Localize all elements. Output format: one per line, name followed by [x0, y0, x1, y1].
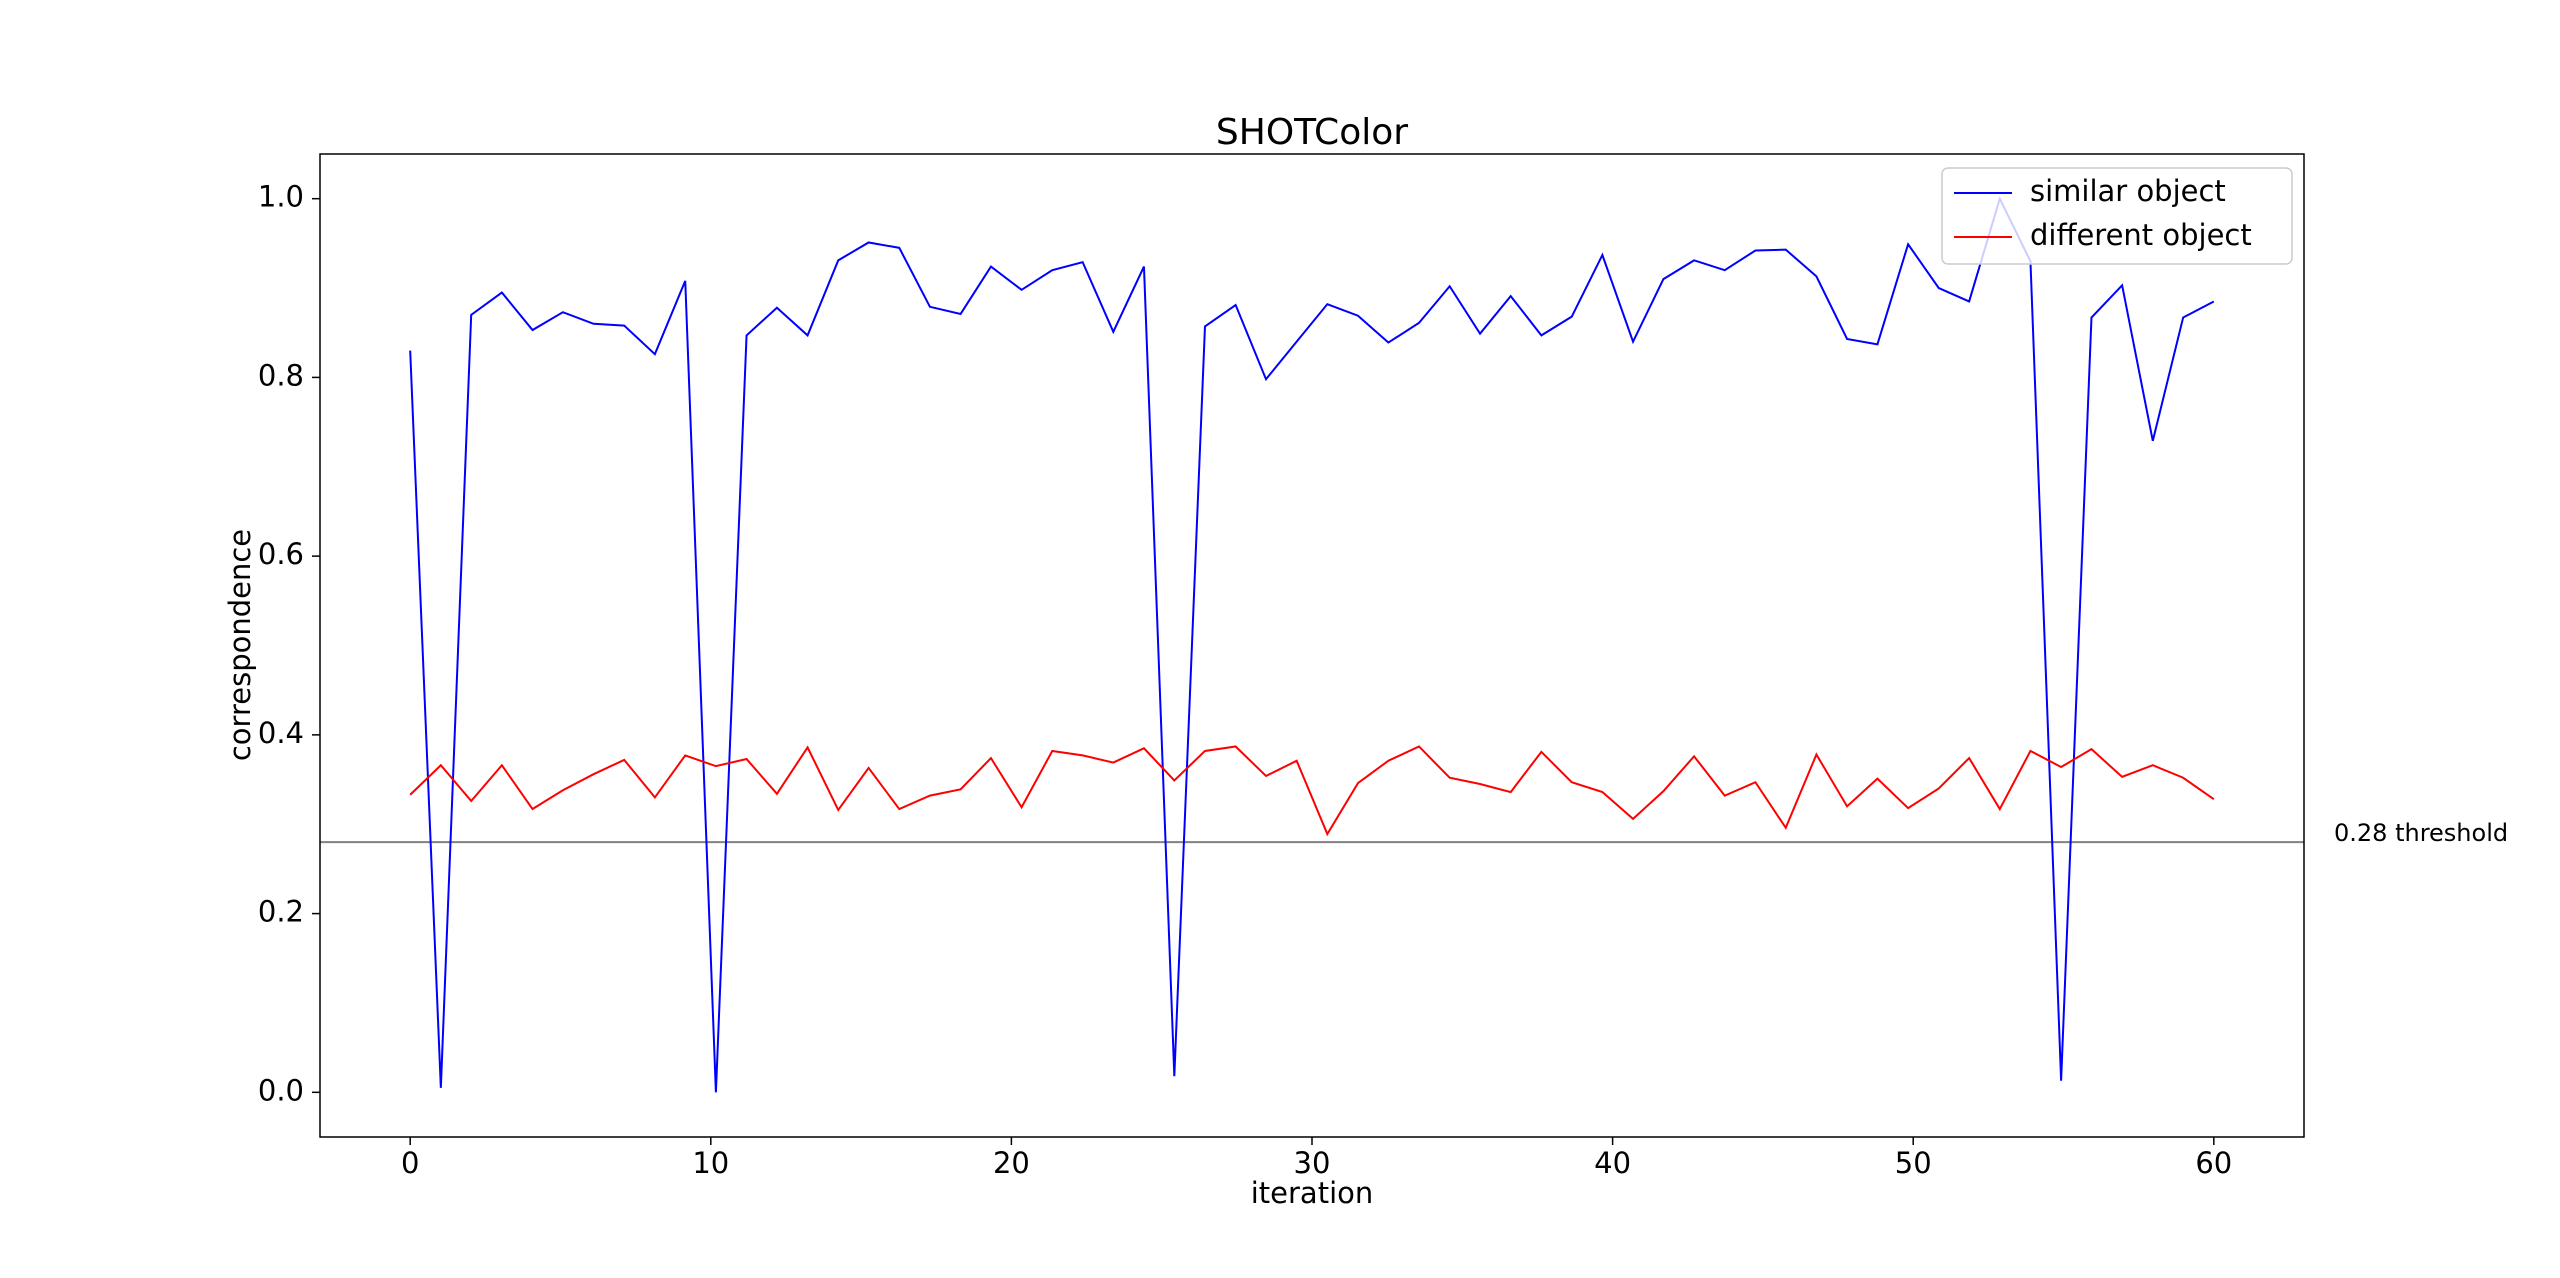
threshold-label: 0.28 threshold [2334, 819, 2508, 847]
y-tick-label: 0.2 [258, 895, 304, 929]
y-axis-label: correspondence [223, 529, 257, 761]
legend-label: similar object [2030, 174, 2226, 208]
x-tick-label: 0 [401, 1146, 419, 1180]
x-tick-label: 40 [1594, 1146, 1631, 1180]
series-line [409, 745, 2215, 837]
chart-title: SHOTColor [1216, 112, 1408, 153]
series-line [409, 195, 2215, 1093]
x-tick-label: 20 [993, 1146, 1030, 1180]
y-tick-label: 0.6 [258, 537, 304, 571]
y-tick-label: 0.4 [258, 716, 304, 750]
x-axis-label: iteration [1251, 1176, 1374, 1210]
x-tick-label: 10 [692, 1146, 729, 1180]
plot-frame [319, 153, 2305, 1138]
legend-box [1941, 167, 2293, 265]
y-tick-label: 0.0 [258, 1073, 304, 1107]
x-tick-label: 50 [1895, 1146, 1932, 1180]
x-tick-label: 60 [2195, 1146, 2232, 1180]
x-tick-label: 30 [1294, 1146, 1331, 1180]
legend-label: different object [2030, 218, 2252, 252]
y-tick-label: 1.0 [258, 180, 304, 214]
legend: similar object different object [1941, 167, 2293, 265]
y-tick-label: 0.8 [258, 358, 304, 392]
